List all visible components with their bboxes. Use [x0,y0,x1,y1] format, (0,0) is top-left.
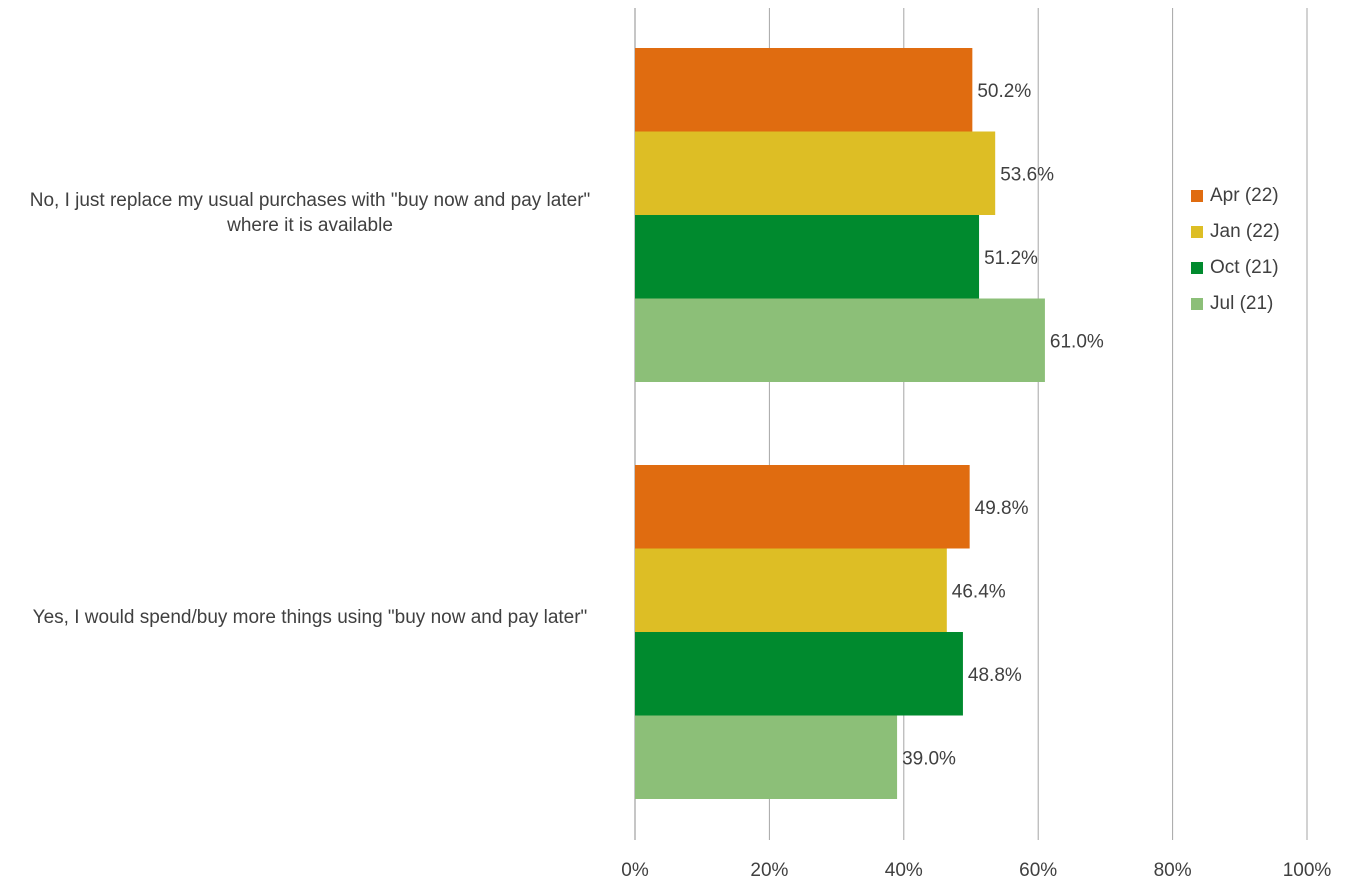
data-label: 48.8% [968,665,1022,686]
x-tick-label: 60% [1019,860,1057,881]
bar [635,298,1045,382]
data-label: 53.6% [1000,164,1054,185]
legend-swatch [1191,190,1203,202]
bar [635,715,898,799]
x-tick-label: 100% [1283,860,1332,881]
data-label: 39.0% [902,748,956,769]
legend-item-apr22: Apr (22) [1191,178,1280,214]
value-labels: 50.2% 53.6% 51.2% 61.0% 49.8% 46.4% 48.8% 39.0% [902,81,1104,770]
data-label: 49.8% [975,498,1029,519]
data-label: 50.2% [977,81,1031,102]
legend-label: Jul (21) [1210,293,1274,314]
legend-item-jul21: Jul (21) [1191,286,1280,322]
x-tick-label: 80% [1154,860,1192,881]
bar [635,215,980,299]
bar [635,548,947,632]
legend-label: Jan (22) [1210,221,1280,242]
x-tick-label: 0% [621,860,649,881]
legend-item-oct21: Oct (21) [1191,250,1280,286]
bars [635,48,1045,799]
category-label-yes: Yes, I would spend/buy more things using… [32,607,588,628]
legend-label: Apr (22) [1210,185,1279,206]
legend-swatch [1191,226,1203,238]
bar [635,465,970,549]
legend-swatch [1191,298,1203,310]
bar [635,131,996,215]
bar [635,632,963,716]
x-tick-label: 40% [885,860,923,881]
data-label: 61.0% [1050,331,1104,352]
category-label-no: No, I just replace my usual purchases wi… [29,190,591,236]
legend: Apr (22) Jan (22) Oct (21) Jul (21) [1191,178,1280,322]
legend-label: Oct (21) [1210,257,1279,278]
bar [635,48,973,132]
legend-swatch [1191,262,1203,274]
legend-item-jan22: Jan (22) [1191,214,1280,250]
data-label: 46.4% [952,581,1006,602]
x-axis-tick-labels: 0% 20% 40% 60% 80% 100% [621,860,1331,881]
data-label: 51.2% [984,248,1038,269]
x-tick-label: 20% [750,860,788,881]
